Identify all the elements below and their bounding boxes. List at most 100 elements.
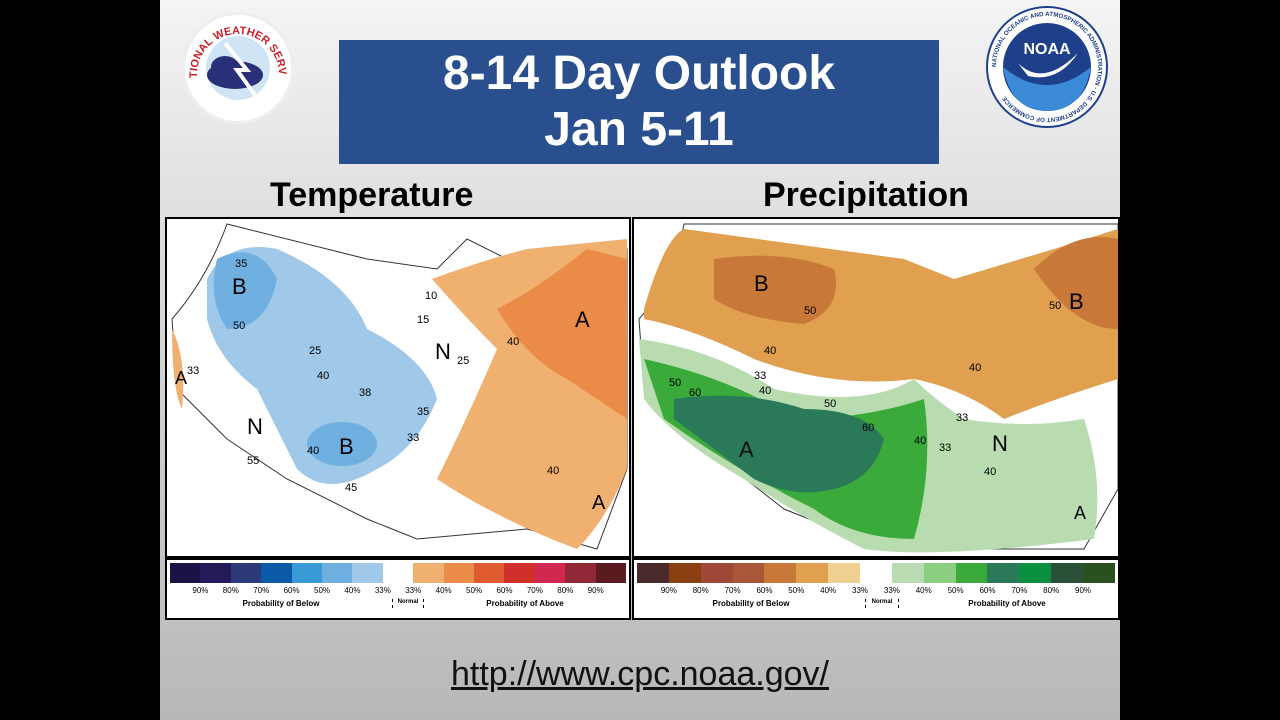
svg-text:50: 50 (233, 320, 245, 332)
svg-text:33: 33 (956, 412, 968, 424)
nws-logo: NATIONAL WEATHER SERVICE (181, 6, 294, 124)
above-label: Probability of Above (486, 599, 564, 608)
above-label: Probability of Above (968, 599, 1046, 608)
scale-ticks: 90% 80% 70% 60% 50% 40% 33% 33% 40% 50% 60% 70% 80% 9… (637, 583, 1115, 597)
color-swatch (565, 563, 596, 583)
svg-text:NOAA: NOAA (1023, 41, 1071, 58)
tick-label: 50% (788, 585, 805, 595)
map-label-n: N (435, 339, 451, 364)
normal-label: Normal (392, 599, 424, 608)
color-swatch (637, 563, 669, 583)
color-swatch (504, 563, 535, 583)
color-swatch (891, 563, 924, 583)
color-swatch (796, 563, 829, 583)
svg-text:55: 55 (247, 455, 259, 467)
svg-text:60: 60 (862, 422, 874, 434)
map-label-a: A (575, 307, 590, 332)
color-swatch (382, 563, 414, 583)
title-line-2: Jan 5-11 (544, 103, 734, 156)
map-label-a: A (592, 492, 606, 514)
color-swatch (955, 563, 988, 583)
svg-text:40: 40 (759, 385, 771, 397)
svg-text:60: 60 (689, 387, 701, 399)
color-swatch (413, 563, 444, 583)
precipitation-map: B B A A N 50 50 40 33 40 50 60 50 60 40 … (632, 217, 1120, 558)
svg-text:33: 33 (187, 365, 199, 377)
color-swatch (230, 563, 262, 583)
color-swatch (534, 563, 566, 583)
temperature-map: B B A A A N N 35 50 25 40 38 35 33 10 15… (165, 217, 631, 558)
tick-label: 60% (756, 585, 773, 595)
color-swatch (764, 563, 797, 583)
noaa-logo-icon: NOAA NATIONAL OCEANIC AND ATMOSPHERIC AD… (991, 11, 1103, 123)
below-label: Probability of Below (712, 599, 790, 608)
map-label-b: B (339, 434, 354, 459)
color-swatch (1051, 563, 1084, 583)
svg-text:35: 35 (235, 258, 247, 270)
title-line-1: 8-14 Day Outlook (442, 47, 836, 100)
color-swatch (322, 563, 353, 583)
svg-text:25: 25 (457, 355, 469, 367)
tick-label: 60% (979, 585, 996, 595)
tick-label: 90% (192, 585, 209, 595)
color-swatch (352, 563, 383, 583)
tick-label: 70% (724, 585, 741, 595)
temperature-heading: Temperature (270, 176, 474, 214)
tick-label: 70% (1011, 585, 1028, 595)
precipitation-heading: Precipitation (763, 176, 969, 214)
color-swatch (595, 563, 627, 583)
scale-ticks: 90% 80% 70% 60% 50% 40% 33% 33% 40% 50% 60% 70% 80% 9… (170, 583, 626, 597)
color-swatch (1019, 563, 1052, 583)
map-label-a: A (1074, 503, 1086, 523)
svg-text:40: 40 (764, 345, 776, 357)
svg-text:50: 50 (669, 377, 681, 389)
temperature-legend: 90% 80% 70% 60% 50% 40% 33% 33% 40% 50% 60% 70% 80% 9… (165, 558, 631, 620)
svg-text:35: 35 (417, 406, 429, 418)
normal-label: Normal (865, 599, 899, 608)
color-swatch (261, 563, 292, 583)
tick-label: 33% (374, 585, 391, 595)
color-swatch (200, 563, 231, 583)
color-swatch (291, 563, 323, 583)
color-swatch (1083, 563, 1115, 583)
tick-label: 70% (526, 585, 543, 595)
svg-text:50: 50 (824, 398, 836, 410)
tick-label: 50% (466, 585, 483, 595)
tick-label: 80% (1043, 585, 1060, 595)
svg-text:38: 38 (359, 387, 371, 399)
color-swatch (828, 563, 861, 583)
color-swatch (987, 563, 1020, 583)
below-label: Probability of Below (242, 599, 320, 608)
color-swatch (443, 563, 475, 583)
tick-label: 40% (344, 585, 361, 595)
tick-label: 90% (587, 585, 604, 595)
color-swatch (170, 563, 201, 583)
color-swatch (923, 563, 956, 583)
svg-text:40: 40 (984, 466, 996, 478)
tick-label: 40% (435, 585, 452, 595)
map-label-a: A (175, 368, 187, 388)
svg-text:40: 40 (914, 435, 926, 447)
color-scale (637, 563, 1115, 583)
color-swatch (732, 563, 765, 583)
map-label-b: B (1069, 289, 1084, 314)
tick-label: 70% (253, 585, 270, 595)
tick-label: 40% (915, 585, 932, 595)
slide: NATIONAL WEATHER SERVICE 8-14 Day Outloo… (160, 0, 1120, 720)
contour-labels: 35 50 25 40 38 35 33 10 15 25 40 45 55 3… (187, 258, 559, 494)
tick-label: 80% (222, 585, 239, 595)
cpc-link[interactable]: http://www.cpc.noaa.gov/ (451, 655, 829, 693)
tick-label: 80% (557, 585, 574, 595)
map-label-a: A (739, 437, 754, 462)
tick-label: 90% (1075, 585, 1092, 595)
svg-text:15: 15 (417, 314, 429, 326)
color-swatch (474, 563, 505, 583)
map-label-b: B (232, 274, 247, 299)
color-swatch (668, 563, 701, 583)
precipitation-legend: 90% 80% 70% 60% 50% 40% 33% 33% 40% 50% 60% 70% 80% 9… (632, 558, 1120, 620)
tick-label: 60% (496, 585, 513, 595)
svg-text:33: 33 (939, 442, 951, 454)
svg-text:40: 40 (507, 336, 519, 348)
tick-label: 80% (692, 585, 709, 595)
svg-text:40: 40 (969, 362, 981, 374)
